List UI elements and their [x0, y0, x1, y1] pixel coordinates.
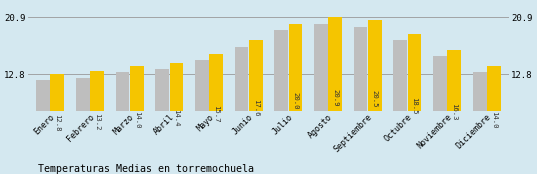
- Bar: [408, 34, 422, 163]
- Bar: [288, 24, 302, 163]
- Bar: [155, 69, 169, 163]
- Text: Temperaturas Medias en torremochuela: Temperaturas Medias en torremochuela: [38, 164, 253, 174]
- Text: 16.3: 16.3: [451, 104, 457, 121]
- Text: 15.7: 15.7: [213, 105, 219, 123]
- Bar: [209, 54, 223, 163]
- Bar: [90, 71, 104, 163]
- Text: 14.0: 14.0: [134, 111, 140, 128]
- Bar: [314, 24, 328, 163]
- Bar: [473, 72, 487, 163]
- Text: 13.2: 13.2: [94, 113, 100, 131]
- Bar: [328, 17, 342, 163]
- Bar: [170, 63, 184, 163]
- Text: 18.5: 18.5: [411, 97, 417, 114]
- Text: 17.6: 17.6: [253, 99, 259, 117]
- Text: 20.9: 20.9: [332, 89, 338, 106]
- Bar: [353, 26, 367, 163]
- Text: 12.8: 12.8: [54, 114, 60, 132]
- Bar: [50, 74, 64, 163]
- Bar: [36, 80, 50, 163]
- Bar: [393, 41, 407, 163]
- Bar: [447, 50, 461, 163]
- Bar: [433, 56, 447, 163]
- Bar: [487, 66, 501, 163]
- Bar: [249, 41, 263, 163]
- Bar: [76, 78, 90, 163]
- Bar: [130, 66, 144, 163]
- Bar: [274, 30, 288, 163]
- Bar: [115, 72, 129, 163]
- Text: 14.4: 14.4: [173, 109, 179, 127]
- Bar: [235, 47, 249, 163]
- Text: 20.0: 20.0: [293, 92, 299, 109]
- Text: 20.5: 20.5: [372, 90, 378, 108]
- Bar: [368, 20, 382, 163]
- Bar: [195, 60, 209, 163]
- Text: 14.0: 14.0: [491, 111, 497, 128]
